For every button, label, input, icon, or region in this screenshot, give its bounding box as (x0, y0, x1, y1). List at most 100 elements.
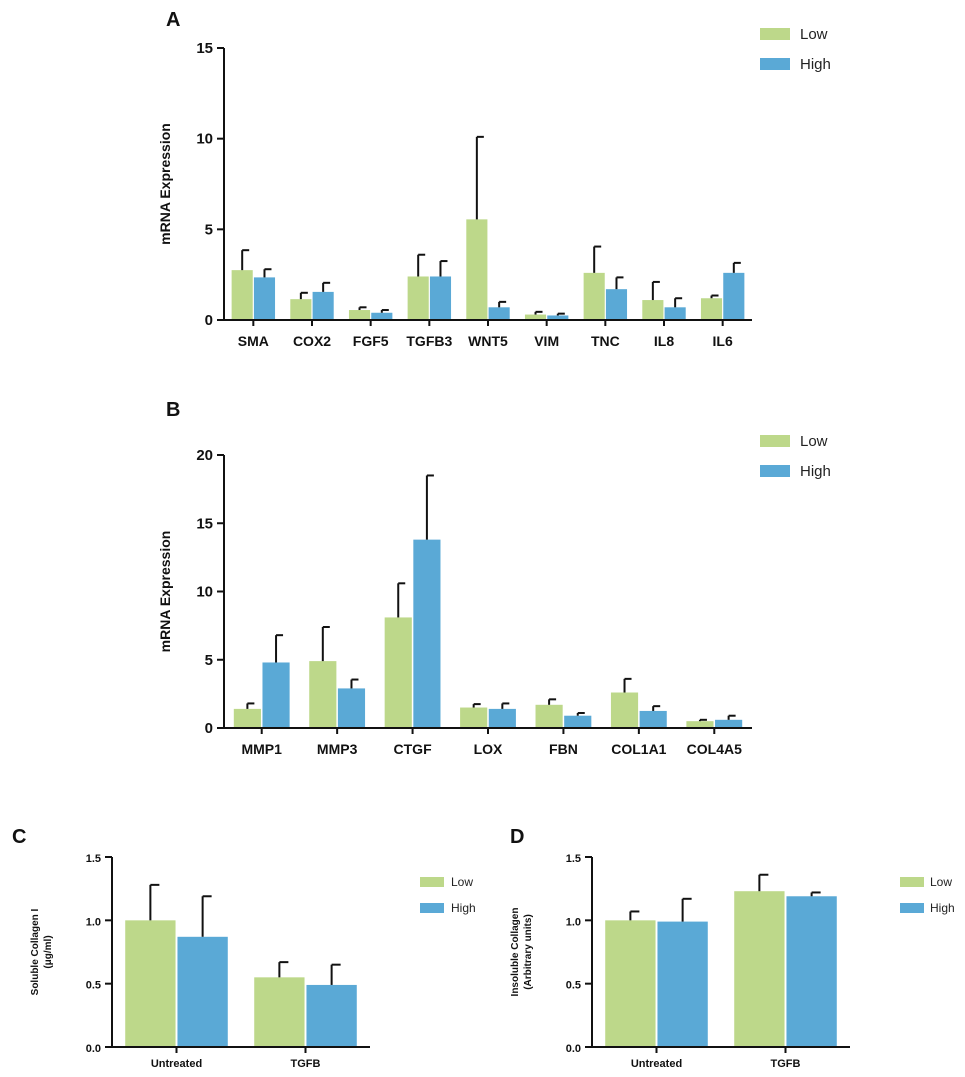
bar-a-high-sma (253, 277, 276, 320)
x-tick-label: COL1A1 (611, 741, 666, 757)
legend-label-low: Low (930, 875, 952, 889)
y-tick-label: 10 (196, 131, 213, 148)
legend-label-high: High (800, 56, 831, 73)
x-tick-label: WNT5 (468, 333, 508, 349)
bar-b-high-col4a5 (715, 719, 743, 728)
x-tick-label: TGFB (291, 1058, 321, 1070)
x-tick-label: Untreated (151, 1058, 202, 1070)
legend-swatch-high (760, 465, 790, 477)
bar-b-low-col1a1 (610, 692, 639, 728)
legend-swatch-low (420, 877, 444, 887)
x-tick-label: VIM (534, 333, 559, 349)
legend: Low High (760, 433, 831, 480)
legend-label-high: High (800, 463, 831, 480)
bar-b-low-ctgf (384, 617, 412, 728)
bar-b-high-ctgf (413, 539, 441, 728)
bar-a-high-cox2 (312, 291, 334, 320)
y-tick-label: 0 (205, 720, 213, 737)
chart-panel-d: D Untreated TGFB 0.0 0.5 1.0 1.5 Insoluble Coll… (510, 826, 955, 1070)
bar-c-low-untreated (125, 920, 176, 1047)
bar-a-high-il8 (664, 307, 686, 320)
y-tick-label: 1.0 (86, 916, 101, 928)
x-tick-label: Untreated (631, 1058, 682, 1070)
y-tick-label: 5 (205, 221, 213, 238)
bar-d-high-tgfb (786, 896, 837, 1047)
legend-swatch-high (760, 58, 790, 70)
y-tick-label: 0 (205, 312, 213, 329)
y-axis-label: mRNA Expression (157, 123, 173, 245)
chart-panel-a: A SMA COX2 FGF5 TGFB3 WNT5 VIM TNC IL8 IL6 0 5 10 15 m… (157, 9, 831, 349)
x-tick-label: TGFB (771, 1058, 801, 1070)
legend-swatch-low (760, 435, 790, 447)
x-tick-label: COL4A5 (687, 741, 742, 757)
y-axis-label: (Arbitrary units) (523, 914, 534, 990)
x-tick-label: IL8 (654, 333, 674, 349)
x-tick-label: FGF5 (353, 333, 389, 349)
bar-a-high-fgf5 (371, 312, 393, 320)
bar-a-low-sma (231, 270, 253, 320)
bar-a-low-tnc (583, 272, 605, 320)
y-axis-label: Insoluble Collagen (510, 908, 521, 997)
x-tick-label: MMP1 (241, 741, 282, 757)
bar-a-low-il6 (700, 298, 723, 320)
x-tick-label: TNC (591, 333, 620, 349)
legend-swatch-low (900, 877, 924, 887)
x-tick-label: MMP3 (317, 741, 358, 757)
bar-a-low-vim (524, 314, 547, 320)
bar-b-low-mmp1 (233, 708, 261, 728)
legend: Low High (760, 26, 831, 73)
chart-panel-c: C Untreated TGFB 0.0 0.5 1.0 1.5 Soluble Collag… (12, 826, 476, 1070)
panel-letter: B (166, 399, 180, 421)
bar-b-low-mmp3 (309, 661, 337, 728)
y-tick-label: 0.5 (566, 980, 581, 992)
y-tick-label: 5 (205, 652, 213, 669)
panel-letter: D (510, 826, 524, 848)
y-axis-label: mRNA Expression (157, 531, 173, 653)
legend-label-high: High (451, 901, 476, 915)
panel-letter: A (166, 9, 180, 31)
legend-swatch-high (900, 903, 924, 913)
x-tick-label: TGFB3 (406, 333, 452, 349)
bar-b-high-mmp3 (337, 688, 366, 728)
bar-b-high-col1a1 (639, 710, 667, 728)
bar-d-low-tgfb (734, 891, 785, 1047)
x-tick-label: COX2 (293, 333, 331, 349)
bar-a-high-vim (547, 315, 569, 320)
bar-c-high-tgfb (306, 984, 357, 1047)
y-tick-label: 1.5 (566, 853, 581, 865)
bar-a-low-fgf5 (348, 310, 371, 320)
bar-c-low-tgfb (254, 977, 305, 1047)
bar-a-low-cox2 (290, 299, 312, 320)
legend-label-low: Low (800, 26, 828, 43)
legend-label-low: Low (800, 433, 828, 450)
y-tick-label: 0.0 (566, 1043, 581, 1055)
x-tick-label: FBN (549, 741, 578, 757)
bar-b-low-col4a5 (686, 721, 714, 728)
bar-a-high-tgfb3 (429, 276, 452, 320)
y-tick-label: 15 (196, 40, 213, 57)
y-tick-label: 20 (196, 447, 213, 464)
bar-b-high-fbn (564, 715, 592, 728)
bar-b-low-lox (460, 707, 488, 728)
bar-d-low-untreated (605, 920, 656, 1047)
bar-b-high-lox (488, 708, 516, 728)
y-axis-label: (μg/ml) (43, 935, 54, 968)
x-tick-label: SMA (238, 333, 269, 349)
legend-label-high: High (930, 901, 955, 915)
bar-a-low-wnt5 (466, 219, 488, 320)
bar-a-high-wnt5 (488, 307, 510, 320)
x-tick-label: IL6 (713, 333, 733, 349)
bar-a-high-tnc (605, 289, 628, 320)
bar-b-low-fbn (535, 704, 563, 728)
legend-label-low: Low (451, 875, 473, 889)
y-tick-label: 0.0 (86, 1043, 101, 1055)
chart-panel-b: B MMP1 MMP3 CTGF LOX FBN COL1A1 COL4A5 0 5 10 15 20 m… (157, 399, 831, 757)
bar-a-low-il8 (642, 300, 664, 320)
y-tick-label: 10 (196, 584, 213, 601)
panel-letter: C (12, 826, 26, 848)
y-tick-label: 15 (196, 515, 213, 532)
legend-swatch-low (760, 28, 790, 40)
legend-swatch-high (420, 903, 444, 913)
bar-a-low-tgfb3 (407, 276, 429, 320)
